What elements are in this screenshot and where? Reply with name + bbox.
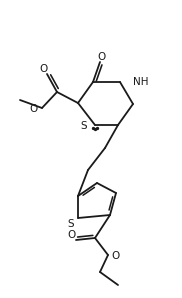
Text: O: O (98, 52, 106, 62)
Text: O: O (112, 251, 120, 261)
Text: O: O (30, 104, 38, 114)
Text: O: O (67, 230, 75, 240)
Text: S: S (81, 121, 87, 131)
Text: S: S (68, 219, 74, 229)
Text: O: O (39, 64, 47, 74)
Text: NH: NH (133, 77, 149, 87)
